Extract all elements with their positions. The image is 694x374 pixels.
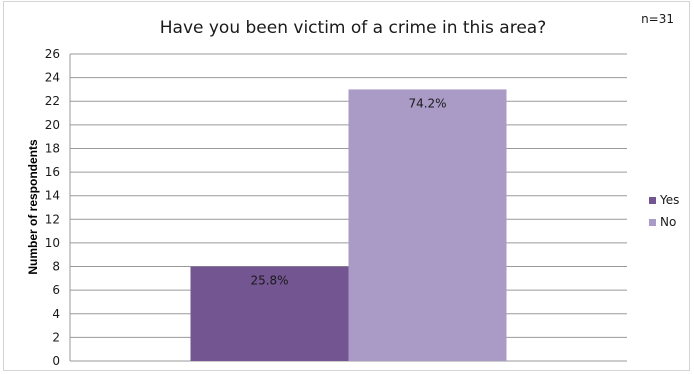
data-label-yes: 25.8% <box>250 274 288 288</box>
legend-swatch-no <box>649 218 656 226</box>
y-tick-label: 0 <box>52 354 60 368</box>
legend-item-yes: Yes <box>649 189 679 211</box>
y-tick-label: 22 <box>45 94 60 108</box>
y-tick-label: 4 <box>52 307 60 321</box>
y-tick-label: 12 <box>45 212 60 226</box>
y-tick-label: 10 <box>45 236 60 250</box>
chart-title: Have you been victim of a crime in this … <box>159 18 547 38</box>
legend-label-yes: Yes <box>660 193 680 207</box>
legend-label-no: No <box>660 215 677 229</box>
y-tick-label: 18 <box>45 141 60 155</box>
bar-no <box>348 89 507 361</box>
legend-swatch-yes <box>649 196 656 204</box>
y-tick-label: 6 <box>52 283 60 297</box>
y-tick-label: 16 <box>45 165 60 179</box>
y-tick-label: 20 <box>45 118 60 132</box>
y-tick-label: 24 <box>45 71 60 85</box>
sample-size-note: n=31 <box>641 12 674 26</box>
y-tick-label: 2 <box>52 330 60 344</box>
y-tick-label: 8 <box>52 260 60 274</box>
legend-item-no: No <box>649 211 679 233</box>
chart-legend: Yes No <box>649 189 679 233</box>
data-label-no: 74.2% <box>408 96 446 110</box>
y-tick-label: 26 <box>45 47 60 61</box>
bar-yes <box>190 266 349 361</box>
y-tick-label: 14 <box>45 189 60 203</box>
